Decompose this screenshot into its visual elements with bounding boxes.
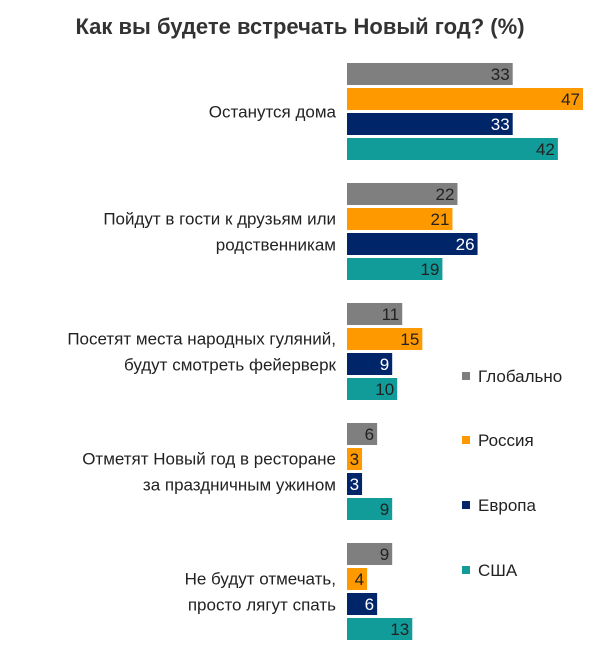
category-label-2-line-1: Пойдут в гости к друзьям или: [103, 210, 336, 229]
value-label-usa-1: 42: [536, 140, 555, 159]
bar-usa-4: [347, 498, 393, 520]
bar-global-1: [347, 63, 513, 85]
value-label-russia-3: 15: [400, 330, 419, 349]
bar-russia-2: [347, 208, 453, 230]
value-label-usa-3: 10: [375, 380, 394, 399]
legend-swatch-russia: [462, 436, 470, 444]
bar-europe-2: [347, 233, 478, 255]
value-label-russia-2: 21: [431, 210, 450, 229]
category-label-3-line-1: Посетят места народных гуляний,: [67, 330, 336, 349]
value-label-europe-1: 33: [491, 115, 510, 134]
bar-russia-4: [347, 448, 363, 470]
bar-russia-3: [347, 328, 423, 350]
bar-usa-2: [347, 258, 443, 280]
value-label-global-4: 6: [365, 425, 374, 444]
bar-global-3: [347, 303, 403, 325]
category-label-1: Останутся дома: [209, 103, 337, 122]
value-label-global-1: 33: [491, 65, 510, 84]
bar-russia-5: [347, 568, 368, 590]
bar-usa-3: [347, 378, 398, 400]
value-label-russia-4: 3: [350, 450, 359, 469]
legend-swatch-europe: [462, 501, 470, 509]
value-label-global-3: 11: [382, 305, 400, 324]
bar-russia-1: [347, 88, 583, 110]
category-label-2-line-2: родственникам: [216, 236, 336, 255]
value-label-europe-3: 9: [380, 355, 389, 374]
bar-europe-4: [347, 473, 363, 495]
category-label-3-line-2: будут смотреть фейерверк: [124, 356, 337, 375]
bar-europe-1: [347, 113, 513, 135]
value-label-usa-2: 19: [420, 260, 439, 279]
bar-europe-3: [347, 353, 393, 375]
bar-global-2: [347, 183, 458, 205]
legend-label-russia: Россия: [478, 431, 534, 450]
value-label-russia-1: 47: [561, 90, 580, 109]
bar-global-5: [347, 543, 393, 565]
category-label-4-line-1: Отметят Новый год в ресторане: [82, 450, 336, 469]
value-label-global-5: 9: [380, 545, 389, 564]
value-label-europe-4: 3: [350, 475, 359, 494]
bar-usa-5: [347, 618, 413, 640]
bar-global-4: [347, 423, 378, 445]
legend-label-global: Глобально: [478, 367, 562, 386]
legend-swatch-usa: [462, 566, 470, 574]
legend-label-europe: Европа: [478, 496, 536, 515]
category-label-5-line-1: Не будут отмечать,: [185, 570, 336, 589]
category-label-5-line-2: просто лягут спать: [188, 596, 336, 615]
bar-europe-5: [347, 593, 378, 615]
bar-usa-1: [347, 138, 558, 160]
category-label-4-line-2: за праздничным ужином: [143, 476, 336, 495]
value-label-usa-4: 9: [380, 500, 389, 519]
value-label-europe-2: 26: [456, 235, 475, 254]
legend-swatch-global: [462, 372, 470, 380]
value-label-usa-5: 13: [390, 620, 409, 639]
legend-label-usa: США: [478, 561, 518, 580]
value-label-global-2: 22: [436, 185, 455, 204]
chart-title: Как вы будете встречать Новый год? (%): [75, 14, 525, 39]
value-label-russia-5: 4: [355, 570, 364, 589]
value-label-europe-5: 6: [365, 595, 374, 614]
